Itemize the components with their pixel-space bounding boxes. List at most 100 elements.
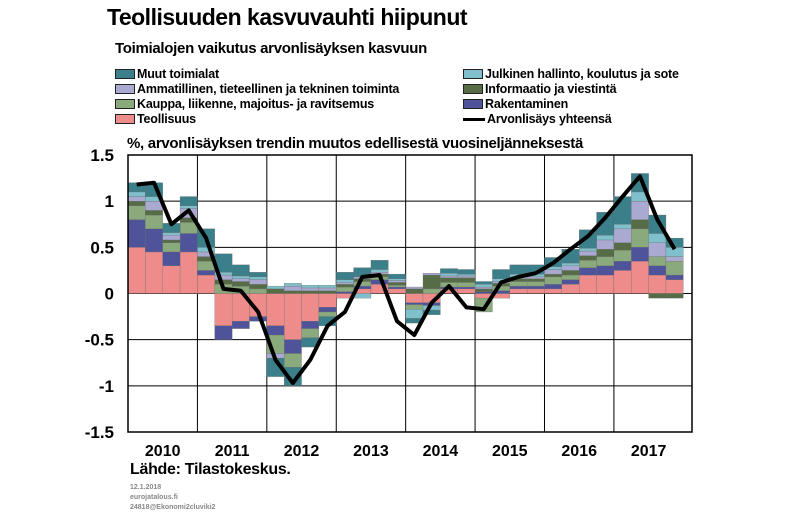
bar-segment bbox=[388, 278, 406, 281]
chart-title: Teollisuuden kasvuvauhti hiipunut bbox=[107, 4, 468, 30]
bar-segment bbox=[613, 242, 632, 251]
bar-segment bbox=[231, 278, 250, 282]
footer-code: 24818@Ekonomi2cluviki2 bbox=[130, 504, 216, 511]
bar-segment bbox=[474, 286, 493, 290]
x-tick-label: 2014 bbox=[423, 443, 459, 460]
bar-segment bbox=[474, 288, 493, 292]
bar-segment bbox=[596, 256, 615, 266]
bar-segment bbox=[665, 293, 684, 299]
bar-segment bbox=[318, 287, 337, 291]
bar-segment bbox=[405, 293, 424, 303]
bar-segment bbox=[284, 285, 302, 291]
x-tick-label: 2013 bbox=[353, 443, 389, 460]
bar-segment bbox=[561, 262, 580, 266]
bar-segment bbox=[509, 281, 528, 287]
bar-segment bbox=[388, 286, 406, 290]
bar-segment bbox=[526, 288, 545, 294]
bar-segment bbox=[579, 250, 597, 256]
bar-segment bbox=[422, 274, 441, 290]
bar-segment bbox=[440, 268, 458, 274]
bar-segment bbox=[266, 288, 285, 294]
bar-segment bbox=[648, 293, 667, 299]
bar-segment bbox=[162, 251, 181, 266]
y-axis-title: %, arvonlisäyksen trendin muutos edellis… bbox=[127, 135, 583, 152]
x-tick-label: 2017 bbox=[631, 443, 667, 460]
bar-segment bbox=[405, 309, 424, 319]
bar-segment bbox=[422, 273, 441, 276]
bar-segment bbox=[648, 274, 667, 294]
bar-segment bbox=[162, 239, 181, 243]
legend-item-muut: Muut toimialat bbox=[115, 67, 219, 81]
bar-segment bbox=[145, 210, 163, 216]
bar-segment bbox=[544, 284, 562, 290]
bar-segment bbox=[596, 235, 615, 241]
bar-segment bbox=[509, 285, 528, 290]
bar-segment bbox=[561, 265, 580, 271]
x-tick-label: 2011 bbox=[215, 443, 250, 460]
bar-segment bbox=[509, 264, 528, 275]
bar-segment bbox=[613, 261, 632, 271]
bar-segment bbox=[249, 272, 267, 278]
source-note: Lähde: Tilastokeskus. bbox=[130, 461, 291, 478]
y-tick-label: 1 bbox=[105, 192, 114, 211]
bar-segment bbox=[179, 251, 198, 294]
legend-label: Julkinen hallinto, koulutus ja sote bbox=[485, 67, 679, 81]
legend-swatch bbox=[115, 69, 135, 79]
bar-segment bbox=[457, 269, 476, 275]
bar-segment bbox=[648, 256, 667, 266]
bar-segment bbox=[474, 281, 493, 285]
bar-segment bbox=[613, 249, 632, 262]
bar-segment bbox=[145, 201, 163, 211]
bar-segment bbox=[301, 290, 320, 294]
bar-segment bbox=[145, 228, 163, 253]
bar-segment bbox=[613, 224, 632, 230]
bar-segment bbox=[336, 272, 354, 280]
x-tick-label: 2015 bbox=[492, 443, 528, 460]
legend-label: Rakentaminen bbox=[485, 97, 569, 111]
bar-segment bbox=[405, 286, 424, 290]
bar-segment bbox=[336, 284, 354, 288]
bar-segment bbox=[127, 201, 146, 206]
bar-segment bbox=[388, 288, 406, 294]
bar-segment bbox=[301, 285, 320, 289]
bar-segment bbox=[596, 265, 615, 276]
bar-segment bbox=[561, 274, 580, 280]
bar-segment bbox=[596, 249, 615, 257]
bar-segment bbox=[127, 205, 146, 220]
legend-label: Ammatillinen, tieteellinen ja tekninen t… bbox=[137, 82, 400, 96]
bar-segment bbox=[544, 269, 562, 275]
bar-segment bbox=[561, 279, 580, 285]
bar-segment bbox=[162, 242, 181, 253]
bar-segment bbox=[613, 228, 632, 243]
bar-segment bbox=[318, 293, 337, 308]
bar-segment bbox=[648, 233, 667, 243]
bar-segment bbox=[318, 290, 337, 294]
bar-segment bbox=[145, 251, 163, 294]
bar-segment bbox=[214, 325, 233, 340]
bar-segment bbox=[613, 270, 632, 294]
bar-segment bbox=[561, 270, 580, 276]
bar-segment bbox=[544, 276, 562, 285]
bar-segment bbox=[370, 269, 389, 273]
y-tick-label: 1.5 bbox=[90, 146, 114, 165]
bar-segment bbox=[665, 261, 684, 276]
bar-segment bbox=[197, 270, 215, 276]
bar-segment bbox=[579, 274, 597, 294]
bar-segment bbox=[284, 290, 302, 294]
bar-segment bbox=[284, 339, 302, 354]
bar-segment bbox=[405, 304, 424, 310]
bar-segment bbox=[579, 248, 597, 252]
y-tick-label: -1.5 bbox=[85, 423, 114, 442]
bar-segment bbox=[249, 284, 267, 290]
bar-segment bbox=[301, 287, 320, 291]
bar-segment bbox=[127, 196, 146, 202]
bar-segment bbox=[631, 261, 649, 294]
bar-segment bbox=[631, 219, 649, 230]
bar-segment bbox=[249, 288, 267, 294]
legend-item-teollisuus: Teollisuus bbox=[115, 112, 196, 126]
bar-segment bbox=[162, 235, 181, 241]
bar-segment bbox=[145, 214, 163, 230]
y-tick-label: 0.5 bbox=[90, 238, 114, 257]
bar-segment bbox=[526, 285, 545, 290]
bar-segment bbox=[179, 196, 198, 206]
